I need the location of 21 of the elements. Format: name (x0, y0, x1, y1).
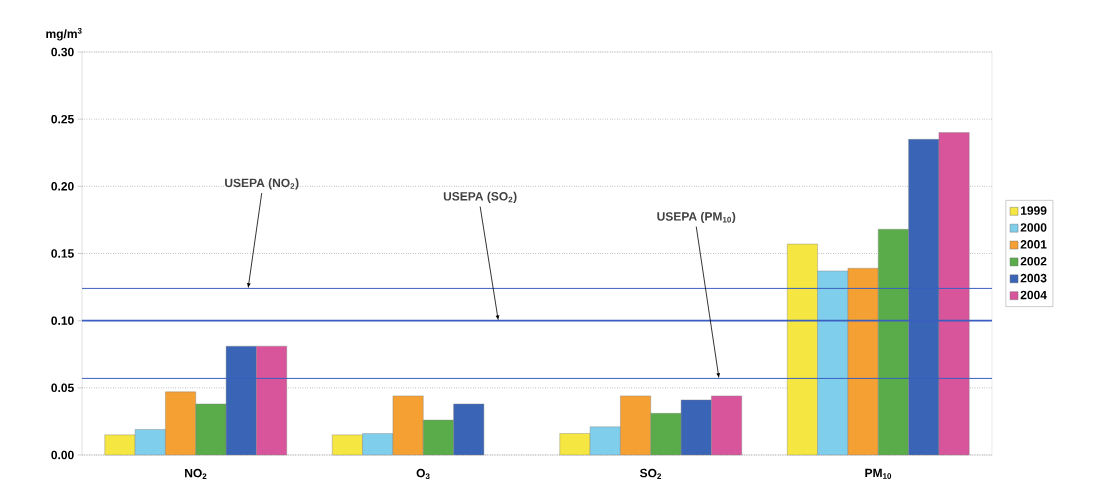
ref-line-label: USEPA (SO$_{2}$) (443, 191, 517, 203)
y-tick-label: 0.10 (51, 316, 74, 325)
legend-label: 2003 (1020, 273, 1047, 283)
legend-label: 2004 (1020, 290, 1047, 300)
ref-line-label: USEPA (NO$_{2}$) (225, 178, 299, 190)
x-tick-label: SO$_{2}$ (639, 468, 662, 479)
legend-label: 2000 (1020, 223, 1047, 232)
y-tick-label: 0.30 (51, 47, 74, 57)
x-tick-label: NO$_{2}$ (185, 468, 207, 479)
x-tick-label: O$_{3}$ (416, 468, 430, 480)
legend-label: 1999 (1021, 206, 1047, 215)
legend-label: 2001 (1020, 240, 1047, 249)
y-tick-label: 0.20 (51, 182, 74, 191)
y-axis-title: mg/m$^{3}$ (46, 27, 82, 41)
ref-line-label: USEPA (PM$_{10}$) (657, 211, 736, 224)
x-tick-label: PM$_{10}$ (865, 468, 892, 479)
y-tick-label: 0.00 (51, 450, 74, 460)
y-tick-label: 0.15 (51, 249, 74, 258)
legend-label: 2002 (1020, 256, 1047, 266)
y-tick-label: 0.25 (51, 114, 74, 124)
y-tick-label: 0.05 (51, 383, 74, 393)
